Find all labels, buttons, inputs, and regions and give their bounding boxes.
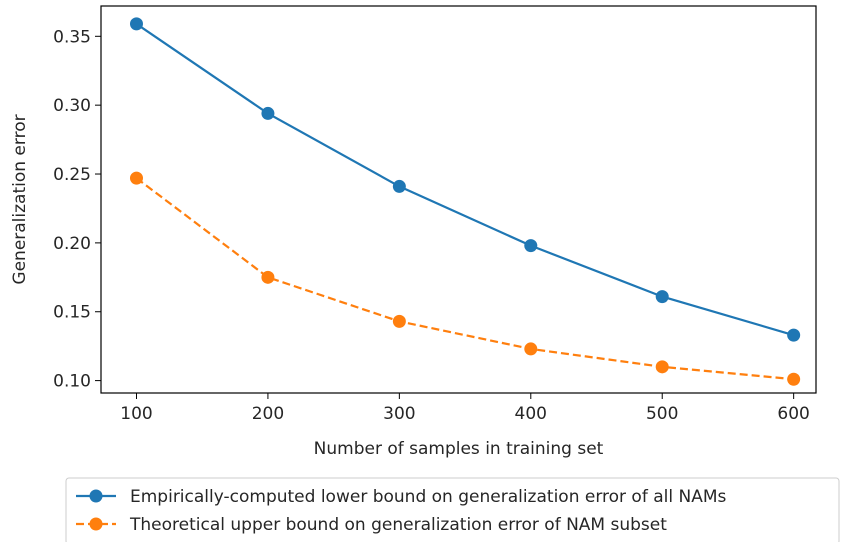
x-tick-label: 400: [515, 404, 547, 424]
series-2-point: [261, 270, 275, 284]
series-1-point: [655, 290, 669, 304]
y-tick-label: 0.30: [53, 96, 91, 116]
series-1-point: [261, 106, 275, 120]
series-1-point: [524, 239, 538, 253]
legend-marker-1: [89, 489, 103, 503]
series-2-point: [655, 360, 669, 374]
y-tick-label: 0.20: [53, 234, 91, 254]
x-tick-label: 500: [646, 404, 678, 424]
series-1-point: [787, 328, 801, 342]
series-2-point: [129, 171, 143, 185]
plot-frame: [100, 5, 817, 394]
legend-marker-2: [89, 517, 103, 531]
series-line-2: [135, 177, 794, 381]
series-1-point: [392, 179, 406, 193]
x-axis-label: Number of samples in training set: [314, 439, 604, 459]
y-axis: 0.10 0.15 0.20 0.25 0.30 0.35: [53, 27, 101, 392]
series-2-point: [392, 314, 406, 328]
legend: Empirically-computed lower bound on gene…: [65, 477, 840, 542]
series-line-1: [135, 22, 794, 337]
y-tick-label: 0.25: [53, 165, 91, 185]
series-layer: [129, 17, 801, 386]
legend-box: [65, 477, 840, 542]
series-2-point: [524, 342, 538, 356]
x-tick-label: 200: [252, 404, 284, 424]
series-1-point: [129, 17, 143, 31]
y-axis-label: Generalization error: [10, 114, 30, 284]
legend-label-1: Empirically-computed lower bound on gene…: [130, 487, 726, 507]
y-tick-label: 0.10: [53, 372, 91, 392]
x-tick-label: 300: [383, 404, 415, 424]
x-tick-label: 100: [120, 404, 152, 424]
x-tick-label: 600: [777, 404, 809, 424]
legend-label-2: Theoretical upper bound on generalizatio…: [129, 515, 667, 535]
x-axis: 100 200 300 400 500 600: [120, 393, 810, 424]
series-2-point: [787, 372, 801, 386]
y-tick-label: 0.35: [53, 27, 91, 47]
y-tick-label: 0.15: [53, 303, 91, 323]
